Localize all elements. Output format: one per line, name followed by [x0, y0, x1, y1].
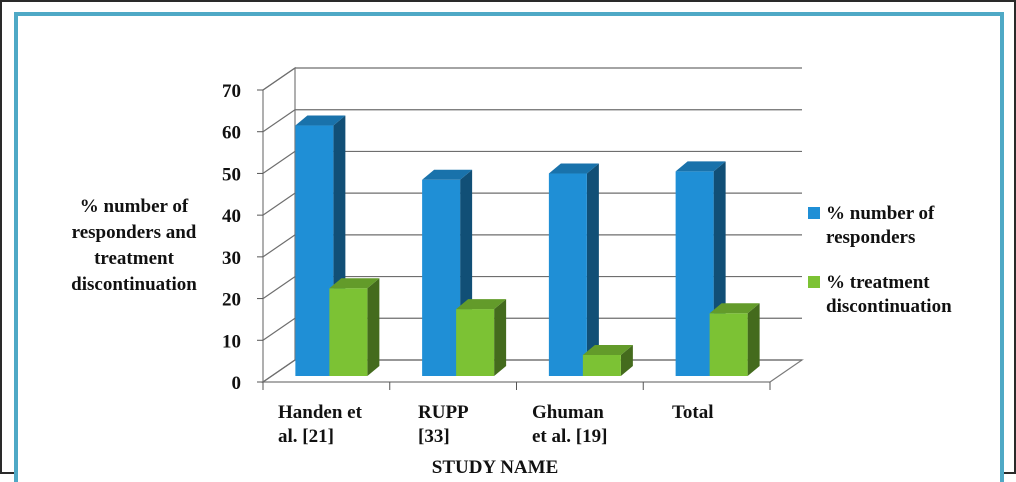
bar-side: [494, 299, 507, 376]
x-tick-label: RUPP [33]: [418, 402, 469, 447]
y-tick-label: 30: [222, 248, 241, 269]
x-tick-label: Handen et al. [21]: [278, 402, 363, 447]
chart-panel: [14, 12, 1004, 482]
gridline-side: [262, 234, 296, 258]
bar-top: [548, 163, 599, 174]
y-axis-title-line: discontinuation: [71, 274, 197, 295]
bar-side: [620, 344, 633, 376]
bar-top: [675, 161, 726, 172]
y-tick-label: 10: [222, 331, 241, 352]
y-tick-label: 0: [232, 373, 242, 394]
gridline-side: [262, 359, 296, 383]
legend-item: % treatment discontinuation: [808, 272, 952, 317]
bar-front: [675, 171, 714, 376]
bar-front: [422, 179, 461, 376]
bar-front: [709, 313, 748, 376]
bar-top: [582, 344, 633, 355]
x-tick-label-line: RUPP: [418, 402, 469, 423]
bar: [456, 299, 507, 376]
y-tick-label: 20: [222, 290, 241, 311]
x-tick-label-line: Total: [672, 402, 714, 423]
side-wall: [262, 66, 296, 384]
y-axis-title-text: % number of responders and treatment discon…: [71, 196, 197, 295]
bar-front: [329, 288, 368, 376]
legend-label: % number of responders: [826, 203, 935, 248]
legend-swatch: [808, 276, 820, 288]
gridline-side: [262, 109, 296, 133]
legend-item: % number of responders: [808, 203, 935, 248]
legend: % number of responders % treatment disconti…: [808, 203, 952, 317]
legend-label-line: % number of: [826, 203, 935, 224]
bar-top: [422, 169, 473, 180]
y-tick-label: 60: [222, 123, 241, 144]
y-tick-label: 40: [222, 206, 241, 227]
bar: [709, 303, 760, 376]
bar-top: [295, 115, 346, 126]
y-axis-title: % number of responders and treatment discon…: [71, 196, 197, 295]
bar-front: [548, 173, 587, 376]
bar: [422, 169, 473, 376]
x-tick-label-line: Handen et: [278, 402, 363, 423]
y-axis-title-line: % number of: [80, 196, 189, 217]
gridline-side: [262, 276, 296, 300]
bars: [295, 115, 760, 377]
y-tick-labels: 0 10 20 30 40 50 60 70: [222, 81, 241, 394]
legend-label-line: discontinuation: [826, 296, 952, 317]
bar-side: [586, 163, 599, 376]
x-axis-title: STUDY NAME: [432, 457, 559, 474]
legend-label-line: % treatment: [826, 272, 930, 293]
bar-side: [367, 278, 380, 376]
x-tick-label-line: al. [21]: [278, 426, 334, 447]
bar-front: [582, 354, 621, 376]
x-tick-label: Ghuman et al. [19]: [532, 402, 607, 447]
gridline-side: [262, 192, 296, 216]
x-tick-label: Total: [672, 402, 714, 423]
x-tick-label-line: et al. [19]: [532, 426, 607, 447]
bar-front: [456, 309, 495, 376]
bar: [582, 344, 633, 376]
legend-label: % treatment discontinuation: [826, 272, 952, 317]
gridline-side: [262, 150, 296, 174]
gridline-side: [262, 317, 296, 341]
bar: [548, 163, 599, 376]
legend-label-line: responders: [826, 227, 915, 248]
bar-front: [295, 125, 334, 377]
bar: [329, 278, 380, 376]
bar-top: [456, 299, 507, 310]
y-axis-title-line: treatment: [94, 248, 175, 269]
bar-top: [709, 303, 760, 314]
bar-side: [747, 303, 760, 376]
bar: [295, 115, 346, 377]
y-tick-label: 50: [222, 164, 241, 185]
x-tick-labels: Handen et al. [21] RUPP [33] Ghuman et al. [1…: [278, 402, 714, 447]
y-axis-title-line: responders and: [72, 222, 197, 243]
x-tick-label-line: [33]: [418, 426, 450, 447]
bar-top: [329, 278, 380, 289]
legend-swatch: [808, 207, 820, 219]
y-tick-label: 70: [222, 81, 241, 102]
gridline-side: [262, 67, 296, 91]
x-tick-label-line: Ghuman: [532, 402, 604, 423]
